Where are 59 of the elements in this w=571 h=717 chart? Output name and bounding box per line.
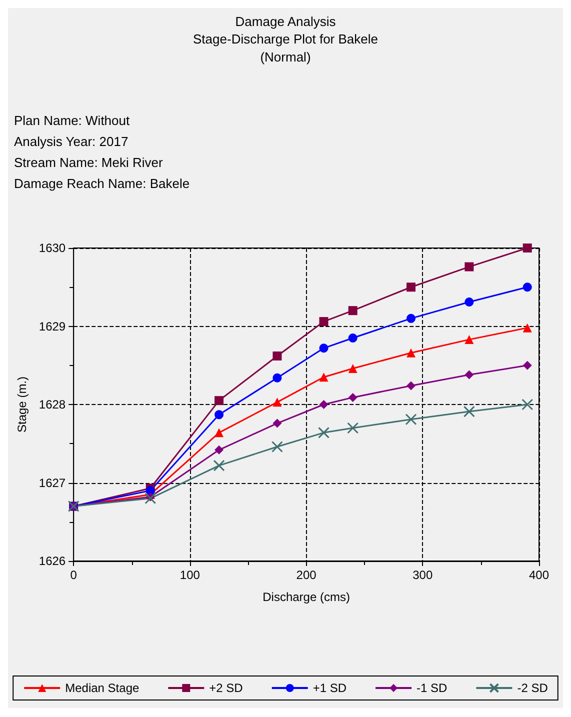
point — [348, 333, 358, 342]
point — [347, 422, 359, 434]
x-tick-label: 400 — [528, 568, 550, 582]
point — [464, 335, 474, 344]
y-tick-label: 1626 — [38, 554, 66, 568]
point — [522, 398, 534, 410]
point — [522, 360, 532, 370]
point — [318, 426, 330, 438]
point — [463, 406, 475, 418]
text: Plan Name: Without — [14, 113, 130, 128]
point — [406, 348, 416, 358]
x-tick-label: 300 — [412, 568, 433, 582]
point — [214, 410, 224, 420]
point — [319, 317, 328, 326]
point — [272, 373, 282, 382]
y-axis-title: Stage (m.) — [15, 376, 29, 433]
legend-label: +2 SD — [209, 681, 244, 695]
point — [348, 392, 358, 402]
x-axis-title: Discharge (cms) — [262, 590, 350, 604]
point — [319, 372, 328, 382]
legend-label: Median Stage — [65, 681, 140, 695]
y-tick-label: 1628 — [38, 398, 66, 412]
chart-title: Damage Analysis — [235, 14, 336, 29]
point — [406, 314, 416, 323]
point — [348, 306, 358, 316]
y-tick-label: 1629 — [38, 319, 66, 334]
point — [464, 297, 474, 306]
x-tick-label: 0 — [70, 568, 78, 582]
point — [348, 364, 358, 374]
point — [214, 396, 224, 406]
text: Damage Reach Name: Bakele — [14, 176, 190, 191]
legend-label: +1 SD — [312, 681, 347, 695]
point — [464, 262, 474, 272]
y-tick-label: 1630 — [38, 241, 66, 255]
y-tick-label: 1627 — [38, 476, 66, 490]
x-tick-label: 100 — [180, 568, 200, 582]
point — [406, 282, 416, 292]
point — [272, 398, 282, 407]
legend-label: -2 SD — [517, 681, 548, 695]
point — [522, 244, 532, 252]
point — [213, 460, 225, 472]
point — [214, 428, 224, 438]
point — [144, 492, 156, 504]
text: Analysis Year: 2017 — [14, 134, 128, 149]
point — [464, 370, 474, 380]
point — [522, 282, 532, 292]
chart-subtitle: Stage-Discharge Plot for Bakele (Normal) — [193, 32, 378, 64]
point — [319, 400, 328, 409]
point — [214, 445, 224, 454]
text: Stream Name: Meki River — [14, 155, 164, 170]
point — [406, 381, 416, 390]
point — [271, 441, 283, 453]
point — [319, 344, 328, 353]
point — [405, 414, 417, 426]
point — [272, 418, 282, 428]
point — [522, 323, 532, 332]
x-tick-label: 200 — [296, 568, 317, 582]
point — [272, 351, 282, 360]
legend-label: -1 SD — [416, 681, 448, 695]
